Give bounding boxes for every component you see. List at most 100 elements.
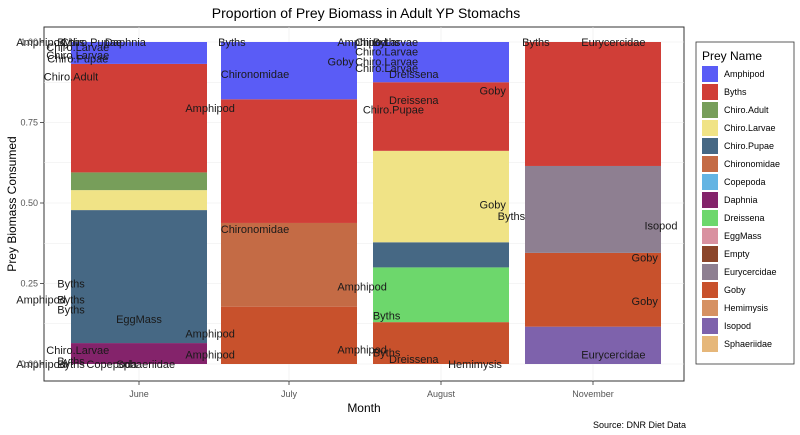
- y-tick-label: 0.00: [20, 359, 38, 369]
- bar-segment-goby: [221, 306, 357, 364]
- segment-label: Byths: [57, 279, 85, 291]
- legend-swatch: [702, 138, 718, 154]
- bar-segment-byths: [525, 42, 661, 166]
- legend-label: Byths: [724, 87, 747, 97]
- legend-label: Chiro.Pupae: [724, 141, 774, 151]
- segment-label: Chiro.Larvae: [46, 345, 109, 357]
- legend-label: Chironomidae: [724, 159, 780, 169]
- bar-segment-chiro-larvae: [373, 150, 509, 243]
- bar-segment-chiro-pupae: [373, 242, 509, 268]
- bar-segment-byths: [373, 82, 509, 151]
- legend-label: Chiro.Larvae: [724, 123, 776, 133]
- segment-label: Byths: [57, 359, 85, 371]
- chart-title: Proportion of Prey Biomass in Adult YP S…: [212, 5, 520, 21]
- legend-label: Daphnia: [724, 195, 758, 205]
- segment-label: Goby: [632, 253, 659, 265]
- legend-swatch: [702, 120, 718, 136]
- segment-label: EggMass: [116, 314, 162, 326]
- legend-label: Chiro.Adult: [724, 105, 769, 115]
- legend-label: Amphipod: [724, 69, 765, 79]
- segment-label: Byths: [57, 304, 85, 316]
- legend-label: Goby: [724, 285, 746, 295]
- legend-swatch: [702, 210, 718, 226]
- segment-label: Goby: [480, 85, 507, 97]
- segment-label: Chiro.Larvae: [46, 50, 109, 62]
- segment-label: Chiro.Adult: [44, 71, 98, 83]
- segment-label: Byths: [373, 311, 401, 323]
- legend-swatch: [702, 264, 718, 280]
- legend-label: Sphaeriidae: [724, 339, 772, 349]
- segment-label: Dreissena: [389, 95, 439, 107]
- segment-label: Chiro.Larvae: [355, 63, 418, 75]
- x-axis-title: Month: [347, 401, 380, 415]
- bar-segment-chiro-larvae: [71, 190, 207, 211]
- y-tick-label: 0.75: [20, 118, 38, 128]
- bar-segments: [71, 42, 661, 364]
- segment-label: Chiro.Larvae: [355, 47, 418, 59]
- bar-segment-goby: [525, 252, 661, 327]
- legend-swatch: [702, 156, 718, 172]
- bar-segment-byths: [71, 63, 207, 173]
- segment-label: Goby: [328, 56, 355, 68]
- legend-label: EggMass: [724, 231, 762, 241]
- segment-label: Byths: [218, 37, 246, 49]
- bar-segment-amphipod: [373, 42, 509, 83]
- segment-label: Chiro.Pupae: [61, 37, 122, 49]
- bar-segment-byths: [221, 99, 357, 223]
- segment-label: Goby: [480, 200, 507, 212]
- segment-label: Dreissena: [389, 354, 439, 366]
- segment-label: Isopod: [644, 221, 677, 233]
- bar-segment-daphnia: [71, 343, 207, 364]
- segment-label: Amphipod: [16, 359, 66, 371]
- y-axis-title: Prey Biomass Consumed: [5, 136, 19, 271]
- bar-segment-chironomidae: [221, 222, 357, 307]
- segment-label: Dreissena: [389, 69, 439, 81]
- legend-label: Hemimysis: [724, 303, 768, 313]
- x-axis: June July August November: [129, 381, 614, 399]
- legend-label: Copepoda: [724, 177, 766, 187]
- segment-label: Amphipod: [337, 37, 387, 49]
- y-tick-label: 0.25: [20, 279, 38, 289]
- segment-label: Chironomidae: [221, 224, 289, 236]
- legend-items: Amphipod Byths Chiro.Adult Chiro.Larvae Chir…: [702, 66, 780, 352]
- bar-segment-eurycercidae: [525, 165, 661, 253]
- segment-label: Byths: [498, 211, 526, 223]
- legend-swatch: [702, 318, 718, 334]
- segment-label: Amphipod: [16, 295, 66, 307]
- legend-label: Eurycercidae: [724, 267, 777, 277]
- segment-label: Byths: [373, 348, 401, 360]
- x-tick-label: July: [281, 389, 298, 399]
- segment-label: Goby: [632, 296, 659, 308]
- bar-segment-isopod: [525, 326, 661, 364]
- segment-label: Chiro.Pupae: [363, 105, 424, 117]
- segment-label: Amphipod: [185, 103, 235, 115]
- legend-swatch: [702, 282, 718, 298]
- segment-label: Chiro.Larvae: [46, 42, 109, 54]
- x-tick-label: August: [427, 389, 456, 399]
- segment-label: Sphaeriidae: [116, 359, 175, 371]
- legend-swatch: [702, 192, 718, 208]
- y-tick-label: 0.50: [20, 198, 38, 208]
- legend-label: Isopod: [724, 321, 751, 331]
- segment-label: Byths: [522, 37, 550, 49]
- bar-segment-goby: [373, 322, 509, 364]
- legend-swatch: [702, 336, 718, 352]
- bar-segment-amphipod: [221, 42, 357, 100]
- segment-label: Copepoda: [86, 359, 138, 371]
- legend-swatch: [702, 66, 718, 82]
- x-tick-label: November: [572, 389, 614, 399]
- legend-label: Empty: [724, 249, 750, 259]
- source-caption: Source: DNR Diet Data: [593, 420, 686, 430]
- segment-label: Amphipod: [337, 345, 387, 357]
- legend-swatch: [702, 300, 718, 316]
- legend-swatch: [702, 246, 718, 262]
- segment-label: Eurycercidae: [581, 349, 645, 361]
- segment-label: Byths: [57, 37, 85, 49]
- legend-label: Dreissena: [724, 213, 765, 223]
- segment-label: Byths: [57, 356, 85, 368]
- legend-swatch: [702, 174, 718, 190]
- y-tick-label: 1.00: [20, 37, 38, 47]
- segment-labels: AmphipodBythsChiro.PupaeDaphniaChiro.Lar…: [16, 37, 677, 371]
- segment-label: Chironomidae: [221, 69, 289, 81]
- bar-segment-amphipod: [71, 42, 207, 64]
